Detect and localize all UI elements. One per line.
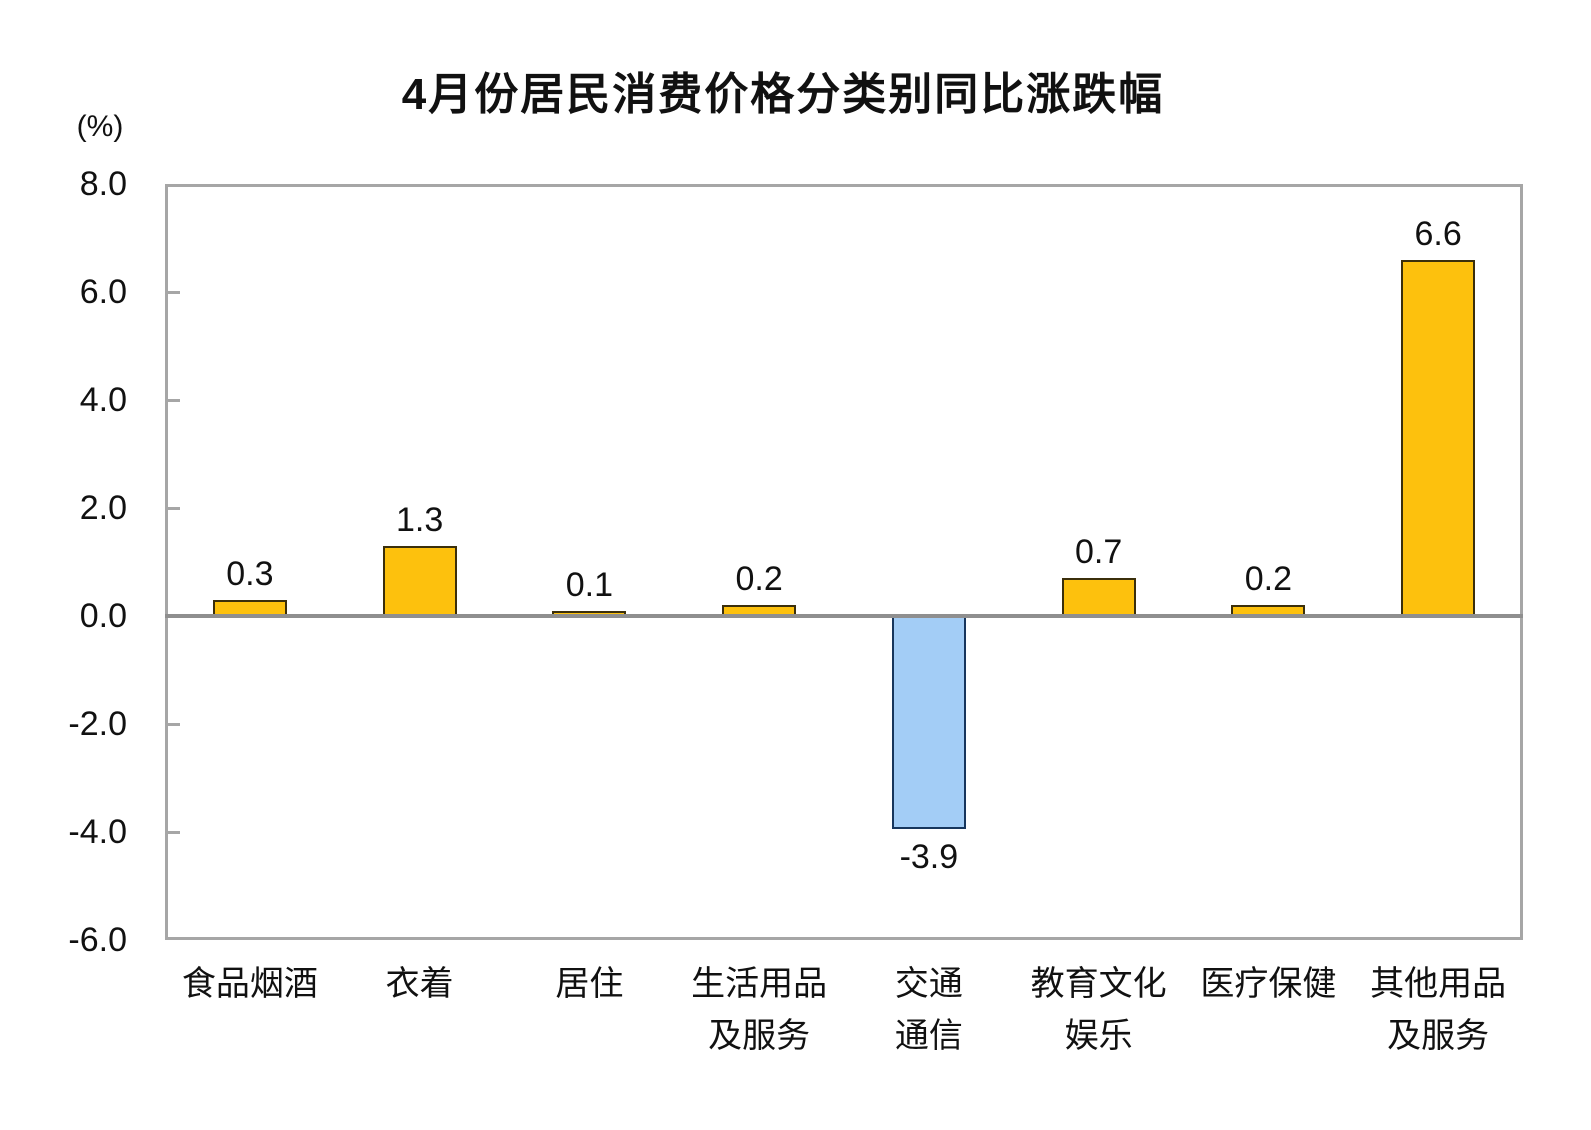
y-axis-tick-label: -2.0 (68, 705, 127, 743)
y-axis-tick-mark (165, 290, 180, 294)
y-axis-tick-label: 0.0 (79, 597, 127, 635)
y-axis-tick-label: 8.0 (79, 165, 127, 203)
category-label-line: 居住 (555, 965, 624, 1003)
y-axis-tick-label: 2.0 (79, 489, 127, 527)
category-label-line: 生活用品 (691, 965, 828, 1003)
category-label-line: 其他用品 (1370, 965, 1507, 1003)
category-label-line: 衣着 (385, 965, 454, 1003)
bar-positive (1061, 578, 1136, 618)
category-label-line: 通信 (894, 1017, 963, 1055)
category-label-line: 及服务 (708, 1017, 811, 1055)
bar-value-label: 0.1 (565, 565, 613, 604)
category-label: 教育文化 娱乐 (1014, 958, 1184, 1062)
y-axis-tick-mark (165, 830, 180, 834)
y-axis-tick-label: 4.0 (79, 381, 127, 419)
category-label: 衣着 (335, 958, 505, 1010)
category-label: 居住 (505, 958, 675, 1010)
bar-value-label: -3.9 (899, 837, 959, 876)
bar-value-label: 0.7 (1074, 533, 1123, 572)
category-label-line: 医疗保健 (1200, 965, 1337, 1003)
y-axis-tick-label: 6.0 (79, 273, 127, 311)
y-axis-tick-mark (165, 398, 180, 402)
category-label: 生活用品 及服务 (674, 958, 844, 1062)
category-label-line: 娱乐 (1064, 1017, 1133, 1055)
category-label-line: 交通 (894, 965, 963, 1003)
y-axis-tick-mark (165, 722, 180, 726)
category-label-line: 教育文化 (1030, 965, 1167, 1003)
category-label: 其他用品 及服务 (1353, 958, 1523, 1062)
zero-axis-line (165, 614, 1523, 618)
bar-positive (1401, 259, 1476, 618)
category-label: 食品烟酒 (165, 958, 335, 1010)
bar-negative (891, 616, 966, 829)
category-label: 医疗保健 (1184, 958, 1354, 1010)
y-axis-tick-mark (165, 506, 180, 510)
bar-value-label: 0.2 (1244, 560, 1292, 599)
y-axis-unit-label: (%) (76, 110, 124, 143)
bar-value-label: 1.3 (395, 500, 444, 539)
category-label: 交通 通信 (844, 958, 1014, 1062)
bar-value-label: 0.2 (735, 560, 783, 599)
y-axis-tick-label: -4.0 (68, 813, 127, 851)
y-axis-tick-label: -6.0 (68, 921, 127, 959)
bar-value-label: 6.6 (1414, 214, 1462, 253)
bar-value-label: 0.3 (226, 554, 274, 593)
chart-title: 4月份居民消费价格分类别同比涨跌幅 (401, 70, 1165, 119)
category-label-line: 食品烟酒 (181, 965, 318, 1003)
category-label-line: 及服务 (1387, 1017, 1490, 1055)
plot-frame (165, 184, 1523, 940)
bar-positive (382, 545, 457, 618)
